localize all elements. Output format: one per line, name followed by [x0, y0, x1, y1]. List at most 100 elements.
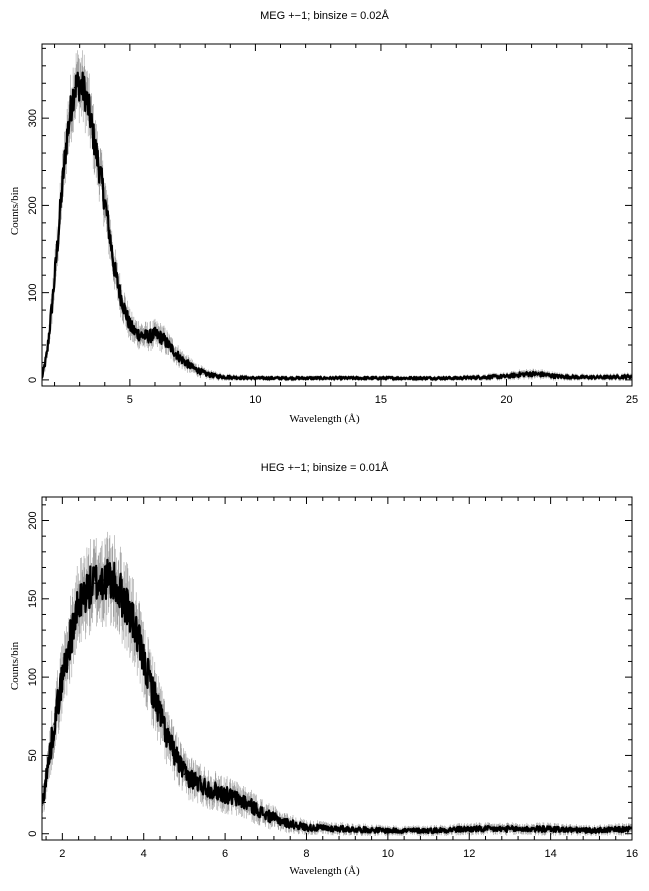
heg-data-point: [77, 605, 80, 608]
meg-data-point: [355, 377, 357, 379]
heg-data-point: [549, 828, 552, 830]
heg-data-point: [134, 629, 137, 631]
meg-data-group: [42, 50, 632, 382]
meg-data-point: [543, 373, 545, 376]
meg-y-tick-label: 200: [27, 196, 39, 214]
heg-data-point: [126, 605, 129, 608]
heg-spectrum-panel: HEG +−1; binsize = 0.01Å 2 4 6 8 10 12 14 16 0 50…: [0, 445, 649, 891]
heg-data-point: [387, 829, 389, 832]
meg-data-point: [455, 377, 458, 379]
heg-x-tick-label: 2: [59, 848, 65, 860]
meg-x-tick-label: 10: [249, 394, 261, 406]
heg-data-point: [244, 801, 247, 804]
meg-data-point: [204, 372, 206, 375]
heg-y-tick-label: 50: [27, 749, 39, 761]
heg-data-point: [468, 828, 471, 830]
meg-data-point: [191, 366, 194, 369]
heg-x-tick-label: 16: [626, 848, 638, 860]
meg-x-tick-label: 20: [500, 394, 512, 406]
meg-data-point: [304, 377, 307, 379]
heg-data-group: [42, 531, 632, 837]
meg-data-point: [229, 376, 232, 379]
meg-plot: 5 10 15 20 25 0 100 200 300: [27, 43, 638, 406]
heg-data-point: [203, 785, 206, 788]
heg-data-point: [85, 590, 88, 592]
meg-data-point: [580, 376, 583, 379]
heg-plot: 2 4 6 8 10 12 14 16 0 50 100 150 200: [27, 496, 638, 860]
heg-data-point: [500, 828, 503, 830]
heg-data-point: [102, 579, 104, 581]
heg-data-point: [69, 637, 72, 639]
meg-data-point: [93, 143, 96, 146]
meg-data-point: [108, 235, 111, 237]
heg-data-point: [529, 828, 532, 830]
heg-data-point: [118, 590, 121, 592]
heg-spectrum-line: [42, 558, 632, 835]
meg-data-point: [46, 352, 48, 355]
heg-data-point: [167, 738, 169, 741]
heg-data-point: [53, 723, 56, 725]
heg-data-point: [61, 676, 64, 678]
heg-data-point: [264, 814, 267, 816]
heg-data-point: [155, 699, 157, 702]
meg-data-point: [505, 375, 508, 378]
meg-data-point: [103, 200, 106, 202]
meg-data-point: [179, 357, 181, 359]
meg-data-point: [119, 291, 121, 294]
meg-data-point: [98, 169, 101, 172]
heg-y-tick-label: 100: [27, 668, 39, 686]
meg-data-point: [71, 99, 73, 102]
meg-data-point: [405, 377, 407, 379]
meg-data-point: [169, 345, 171, 348]
meg-data-point: [88, 112, 91, 115]
meg-data-point: [78, 82, 81, 85]
heg-x-tick-label: 8: [303, 848, 309, 860]
heg-y-tick-label: 0: [27, 831, 39, 837]
meg-x-tick-label: 5: [127, 394, 133, 406]
heg-data-point: [285, 821, 287, 824]
heg-data-point: [183, 773, 186, 776]
heg-x-tick-label: 14: [544, 848, 556, 860]
heg-data-point: [45, 778, 47, 780]
meg-data-point: [61, 187, 63, 189]
meg-data-point: [555, 375, 558, 378]
meg-data-point: [124, 309, 126, 311]
heg-error-bars: [42, 531, 632, 837]
meg-chart-title: MEG +−1; binsize = 0.02Å: [260, 10, 389, 22]
meg-y-tick-label: 300: [27, 109, 39, 127]
meg-data-point: [530, 372, 533, 375]
heg-y-tick-label: 150: [27, 590, 39, 608]
heg-x-tick-label: 10: [382, 848, 394, 860]
meg-data-point: [139, 333, 141, 336]
meg-y-axis-label: Counts/bin: [9, 186, 21, 236]
meg-data-point: [144, 335, 146, 338]
meg-data-point: [154, 333, 156, 336]
heg-y-axis-label: Counts/bin: [9, 641, 21, 691]
heg-data-point: [427, 829, 430, 832]
heg-plot-frame: [41, 496, 633, 841]
heg-y-tick-label: 200: [27, 511, 39, 529]
meg-data-point: [134, 331, 136, 333]
meg-plot-frame: [41, 43, 633, 387]
meg-x-tick-label: 25: [626, 394, 638, 406]
heg-data-point: [346, 828, 348, 830]
meg-data-point: [83, 91, 86, 93]
meg-spectrum-panel: MEG +−1; binsize = 0.02Å 5 10 15 20 25 0 100 20…: [0, 0, 649, 445]
meg-data-point: [254, 377, 257, 379]
meg-y-tick-label: 0: [27, 377, 39, 383]
heg-data-point: [110, 579, 112, 581]
meg-x-tick-label: 15: [375, 394, 387, 406]
meg-data-point: [518, 373, 520, 376]
meg-data-point: [149, 335, 151, 338]
meg-data-point: [66, 134, 68, 137]
meg-data-point: [129, 325, 131, 327]
meg-data-point: [114, 270, 116, 272]
meg-y-tick-label: 100: [27, 283, 39, 301]
heg-x-tick-label: 12: [463, 848, 475, 860]
meg-data-point: [216, 375, 219, 378]
heg-data-point: [224, 793, 226, 796]
heg-x-tick-label: 4: [141, 848, 147, 860]
heg-data-point: [305, 826, 308, 829]
meg-data-point: [606, 376, 608, 379]
meg-data-point: [480, 376, 483, 379]
